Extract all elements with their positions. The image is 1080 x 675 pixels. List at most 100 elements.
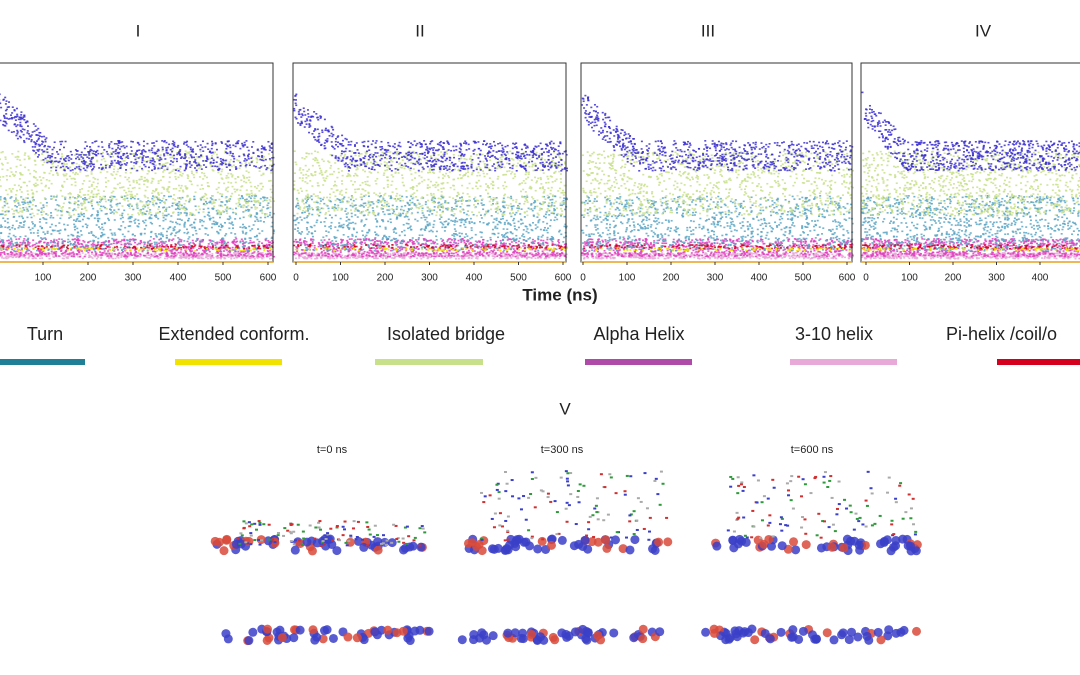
scatter-texture: [142, 247, 145, 249]
scatter-texture: [18, 116, 21, 118]
scatter-texture: [133, 234, 136, 237]
scatter-texture: [48, 172, 51, 175]
scatter-texture: [558, 241, 561, 244]
scatter-texture: [135, 203, 138, 206]
scatter-texture: [0, 253, 2, 256]
scatter-texture: [183, 240, 186, 242]
scatter-texture: [534, 250, 537, 253]
scatter-texture: [6, 169, 9, 171]
scatter-texture: [235, 256, 238, 259]
scatter-texture: [43, 135, 46, 138]
scatter-texture: [82, 240, 85, 242]
scatter-texture: [14, 115, 17, 118]
scatter-texture: [77, 200, 80, 202]
scatter-texture: [17, 184, 20, 187]
scatter-texture: [23, 114, 26, 117]
scatter-texture: [165, 249, 168, 252]
scatter-texture: [192, 173, 195, 176]
scatter-texture: [62, 162, 65, 165]
scatter-texture: [12, 249, 15, 252]
scatter-texture: [50, 223, 53, 226]
scatter-texture: [155, 236, 158, 238]
scatter-texture: [110, 195, 113, 197]
scatter-texture: [82, 157, 85, 159]
scatter-texture: [178, 152, 181, 155]
scatter-texture: [42, 151, 45, 153]
scatter-texture: [258, 155, 261, 158]
scatter-texture: [435, 254, 438, 256]
scatter-texture: [31, 212, 34, 215]
scatter-texture: [250, 161, 253, 163]
scatter-texture: [109, 212, 112, 214]
scatter-texture: [41, 143, 44, 145]
scatter-texture: [74, 209, 77, 211]
scatter-texture: [29, 213, 32, 216]
scatter-texture: [224, 221, 227, 224]
scatter-texture: [41, 189, 44, 192]
scatter-texture: [56, 174, 59, 176]
scatter-texture: [184, 256, 187, 259]
scatter-texture: [166, 248, 169, 250]
scatter-texture: [154, 172, 157, 175]
scatter-texture: [101, 234, 104, 237]
scatter-texture: [111, 253, 114, 256]
scatter-texture: [177, 176, 180, 179]
scatter-texture: [145, 178, 148, 181]
scatter-texture: [90, 202, 93, 205]
scatter-texture: [239, 241, 242, 244]
scatter-texture: [244, 252, 247, 255]
scatter-texture: [36, 253, 39, 256]
scatter-texture: [189, 213, 192, 216]
scatter-texture: [250, 157, 253, 160]
scatter-texture: [111, 237, 114, 240]
scatter-texture: [1, 168, 4, 171]
scatter-texture: [118, 182, 121, 184]
scatter-texture: [128, 254, 131, 256]
scatter-texture: [184, 150, 187, 152]
scatter-texture: [247, 171, 250, 174]
scatter-texture: [93, 243, 96, 246]
scatter-texture: [256, 212, 259, 215]
scatter-texture: [174, 178, 177, 180]
scatter-texture: [506, 250, 509, 253]
scatter-texture: [95, 154, 98, 156]
scatter-texture: [172, 160, 175, 163]
scatter-texture: [6, 162, 9, 164]
scatter-texture: [7, 206, 10, 209]
scatter-texture: [189, 199, 192, 201]
scatter-texture: [260, 151, 263, 154]
scatter-texture: [247, 242, 250, 245]
scatter-texture: [218, 249, 221, 252]
scatter-texture: [181, 172, 184, 175]
scatter-texture: [67, 238, 70, 241]
scatter-texture: [257, 243, 260, 245]
scatter-texture: [169, 156, 172, 159]
scatter-texture: [107, 180, 110, 182]
scatter-texture: [0, 213, 3, 216]
scatter-texture: [3, 117, 6, 119]
scatter-texture: [263, 146, 266, 149]
scatter-texture: [83, 241, 86, 243]
scatter-texture: [74, 201, 77, 204]
scatter-texture: [91, 243, 94, 245]
scatter-texture: [155, 140, 158, 143]
scatter-texture: [70, 233, 73, 236]
scatter-texture: [12, 243, 15, 246]
scatter-texture: [199, 219, 202, 221]
scatter-texture: [19, 125, 22, 127]
scatter-texture: [247, 155, 250, 158]
scatter-texture: [243, 252, 246, 254]
scatter-texture: [209, 200, 212, 203]
scatter-texture: [28, 157, 31, 159]
scatter-texture: [35, 129, 38, 131]
scatter-texture: [264, 199, 267, 201]
scatter-texture: [121, 254, 124, 256]
scatter-texture: [214, 242, 217, 244]
scatter-texture: [202, 208, 205, 211]
scatter-texture: [271, 157, 274, 159]
scatter-texture: [209, 201, 212, 204]
scatter-texture: [225, 249, 228, 251]
scatter-texture: [142, 249, 145, 251]
scatter-texture: [23, 238, 26, 240]
scatter-texture: [149, 209, 152, 211]
